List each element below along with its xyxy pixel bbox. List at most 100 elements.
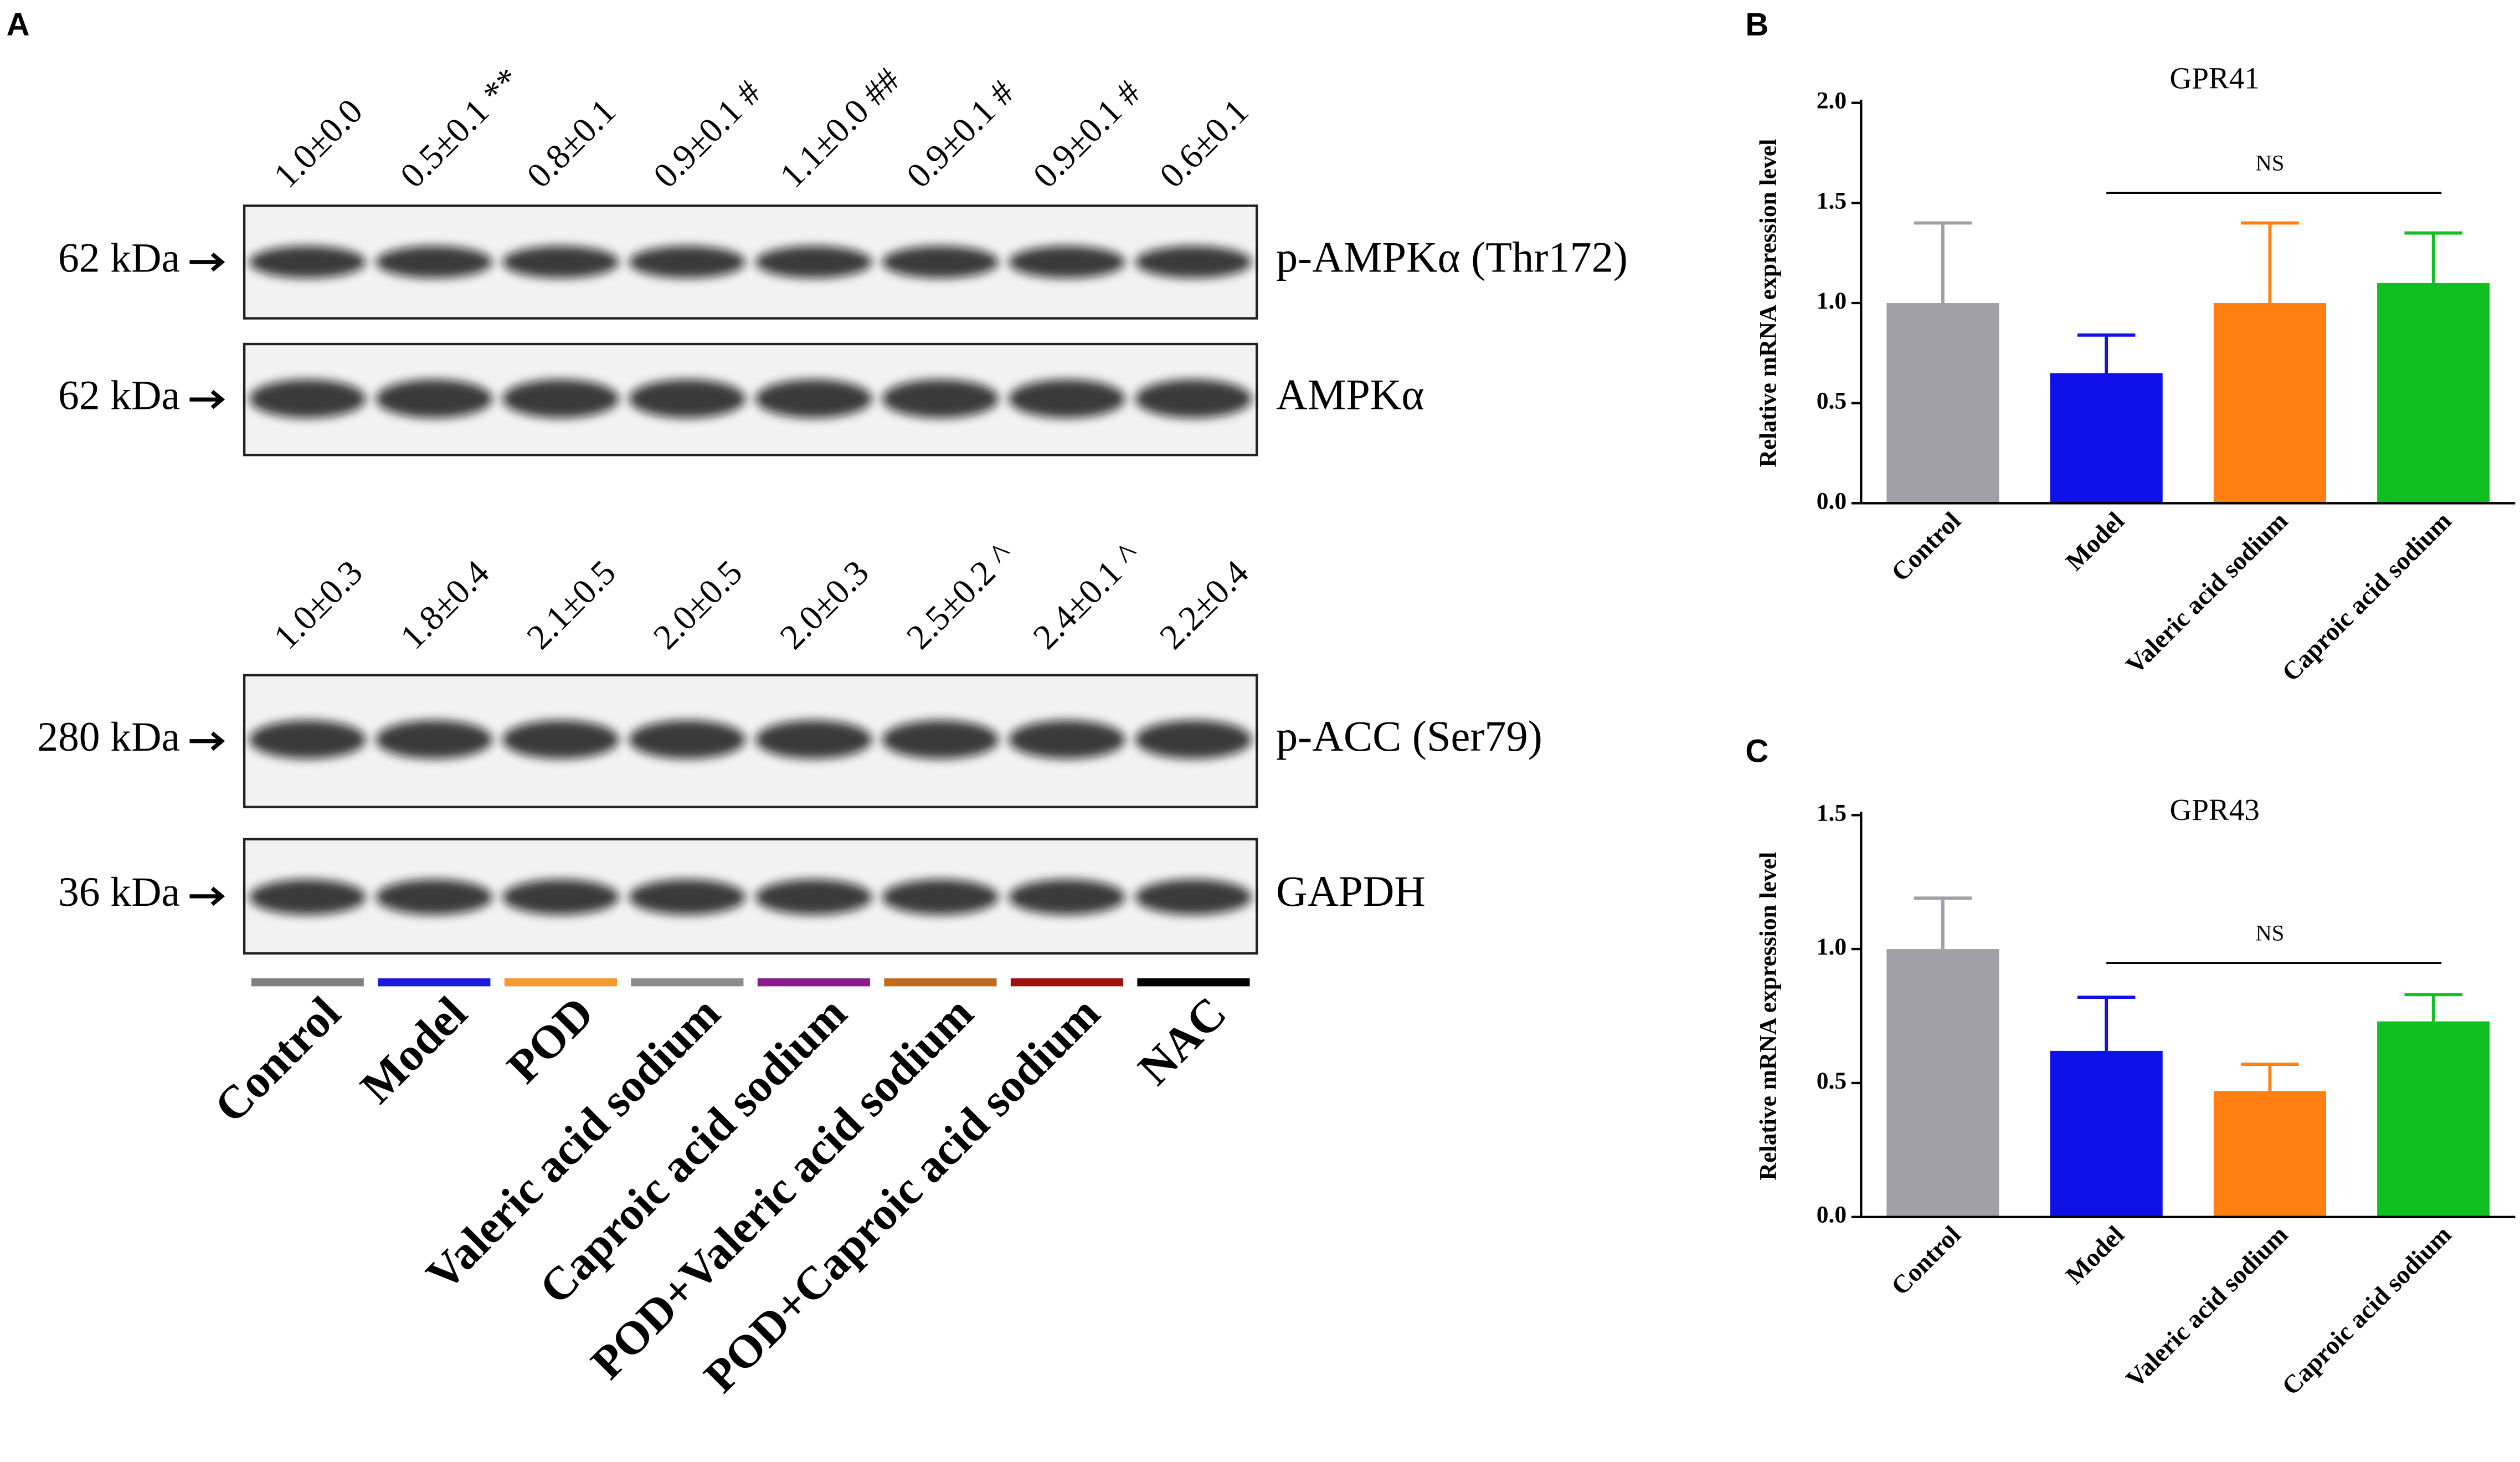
- quantification-label: 1.1±0.0 ##: [772, 60, 907, 195]
- bar: [2213, 303, 2326, 504]
- quantification-label: 2.0±0.3: [772, 552, 876, 656]
- significance-label: NS: [2255, 151, 2284, 176]
- marker-label: 36 kDa: [58, 869, 180, 915]
- x-tick-label: Control: [1886, 1220, 1967, 1301]
- lane-label: Control: [205, 987, 351, 1133]
- blot-band: [882, 245, 999, 279]
- blot-band: [755, 245, 872, 279]
- marker-label: 280 kDa: [37, 714, 180, 760]
- x-tick-label: Control: [1886, 507, 1967, 587]
- x-tick-label: Caproic acid sodium: [2277, 1220, 2457, 1401]
- error-bar: [2077, 996, 2136, 1051]
- quantification-label: 0.5±0.1 **: [393, 60, 528, 195]
- blot-band: [882, 720, 999, 759]
- blot-band: [755, 379, 872, 418]
- bar: [1886, 949, 1999, 1217]
- panel-label: C: [1745, 733, 1768, 770]
- bar: [2377, 283, 2490, 504]
- y-axis-title: Relative mRNA expression level: [1755, 139, 1781, 468]
- quantification-label: 0.9±0.1 #: [899, 73, 1022, 196]
- quantification-label: 2.0±0.5: [646, 552, 750, 656]
- quantification-label: 1.0±0.3: [266, 552, 370, 656]
- marker-arrow: [189, 731, 225, 751]
- y-tick-label: 0.0: [1817, 488, 1847, 514]
- bar: [2050, 1050, 2163, 1217]
- x-tick-label: Model: [2060, 1220, 2130, 1290]
- y-tick-label: 1.5: [1817, 799, 1847, 826]
- blot-band: [249, 720, 366, 759]
- y-tick-label: 2.0: [1817, 88, 1847, 114]
- blot-band: [1135, 379, 1252, 418]
- error-bar: [2404, 231, 2462, 283]
- blot-band: [1135, 720, 1252, 759]
- quantification-label: 1.8±0.4: [393, 552, 497, 656]
- blot-band: [629, 720, 745, 759]
- blot-band: [376, 245, 492, 279]
- marker-arrow: [189, 886, 225, 906]
- blot-band: [629, 379, 745, 418]
- blot-band: [1009, 720, 1125, 759]
- quantification-label: 0.9±0.1 #: [1025, 73, 1148, 196]
- band-label: p-AMPKα (Thr172): [1276, 233, 1628, 281]
- lane-label: Model: [351, 987, 477, 1114]
- quantification-label: 2.5±0.2 ^: [899, 535, 1021, 656]
- blot-band: [629, 879, 745, 915]
- blot-band: [502, 379, 619, 418]
- lane-label: NAC: [1129, 987, 1237, 1095]
- blot-band: [502, 245, 619, 279]
- quantification-label: 0.9±0.1 #: [646, 73, 769, 196]
- bar: [2050, 373, 2163, 504]
- error-bar: [2404, 993, 2462, 1022]
- blot-band: [882, 379, 999, 418]
- quantification-label: 2.4±0.1 ^: [1025, 535, 1147, 656]
- chart-title: GPR43: [2169, 793, 2259, 827]
- blot-band: [629, 245, 745, 279]
- quantification-label: 0.8±0.1: [519, 91, 623, 196]
- y-tick-label: 0.5: [1817, 388, 1847, 414]
- y-tick-label: 0.5: [1817, 1068, 1847, 1094]
- marker-label: 62 kDa: [58, 235, 180, 281]
- quantification-label: 1.0±0.0: [266, 91, 370, 196]
- quantification-label: 0.6±0.1: [1152, 91, 1256, 196]
- blot-band: [376, 720, 492, 759]
- blot-band: [1009, 379, 1125, 418]
- blot-band: [1009, 245, 1125, 279]
- marker-arrow: [189, 389, 225, 409]
- y-tick-label: 1.0: [1817, 933, 1847, 960]
- blot-band: [755, 720, 872, 759]
- quantification-label: 2.1±0.5: [519, 552, 623, 656]
- lane-label: POD: [497, 987, 603, 1093]
- bar: [1886, 303, 1999, 504]
- band-label: GAPDH: [1276, 867, 1426, 915]
- error-bar: [2241, 1063, 2299, 1091]
- error-bar: [1914, 221, 1972, 304]
- x-tick-label: Caproic acid sodium: [2277, 507, 2457, 687]
- error-bar: [2241, 221, 2299, 304]
- blot-band: [1009, 879, 1125, 915]
- error-bar: [2077, 333, 2136, 373]
- blot-band: [882, 879, 999, 915]
- blot-band: [755, 879, 872, 915]
- x-tick-label: Valeric acid sodium: [2121, 1220, 2293, 1393]
- blot-band: [249, 245, 366, 279]
- panel-label: A: [7, 7, 30, 43]
- bar: [2377, 1021, 2490, 1217]
- blot-band: [1135, 879, 1252, 915]
- blot-band: [1135, 245, 1252, 279]
- blot-band: [502, 720, 619, 759]
- chart-title: GPR41: [2169, 61, 2259, 95]
- quantification-label: 2.2±0.4: [1152, 552, 1256, 656]
- bar: [2213, 1091, 2326, 1217]
- blot-band: [249, 379, 366, 418]
- y-tick-label: 1.5: [1817, 187, 1847, 214]
- significance-label: NS: [2255, 921, 2284, 946]
- blot-band: [376, 879, 492, 915]
- y-axis-title: Relative mRNA expression level: [1755, 852, 1781, 1181]
- blot-band: [502, 879, 619, 915]
- x-tick-label: Model: [2060, 507, 2130, 576]
- panel-label: B: [1745, 7, 1768, 43]
- blot-band: [249, 879, 366, 915]
- band-label: AMPKα: [1276, 371, 1424, 419]
